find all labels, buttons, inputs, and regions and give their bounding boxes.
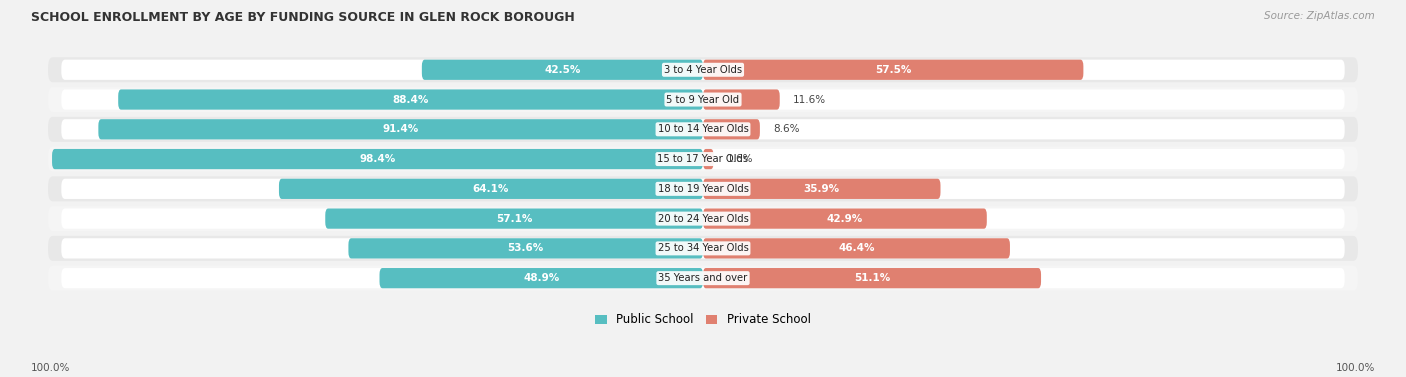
FancyBboxPatch shape (48, 236, 1358, 261)
FancyBboxPatch shape (703, 60, 1084, 80)
Text: 35 Years and over: 35 Years and over (658, 273, 748, 283)
FancyBboxPatch shape (48, 117, 1358, 142)
FancyBboxPatch shape (52, 149, 703, 169)
FancyBboxPatch shape (278, 179, 703, 199)
Text: 35.9%: 35.9% (804, 184, 839, 194)
Text: 100.0%: 100.0% (1336, 363, 1375, 373)
FancyBboxPatch shape (422, 60, 703, 80)
FancyBboxPatch shape (62, 149, 1344, 169)
FancyBboxPatch shape (62, 89, 1344, 110)
FancyBboxPatch shape (62, 208, 1344, 229)
FancyBboxPatch shape (703, 179, 941, 199)
Text: 57.5%: 57.5% (875, 65, 911, 75)
FancyBboxPatch shape (48, 57, 1358, 82)
FancyBboxPatch shape (703, 149, 714, 169)
FancyBboxPatch shape (703, 119, 759, 139)
Text: 18 to 19 Year Olds: 18 to 19 Year Olds (658, 184, 748, 194)
Text: 100.0%: 100.0% (31, 363, 70, 373)
Text: 25 to 34 Year Olds: 25 to 34 Year Olds (658, 244, 748, 253)
Text: SCHOOL ENROLLMENT BY AGE BY FUNDING SOURCE IN GLEN ROCK BOROUGH: SCHOOL ENROLLMENT BY AGE BY FUNDING SOUR… (31, 11, 575, 24)
Text: 57.1%: 57.1% (496, 214, 533, 224)
Text: 8.6%: 8.6% (773, 124, 800, 134)
FancyBboxPatch shape (62, 268, 1344, 288)
Text: 1.6%: 1.6% (727, 154, 754, 164)
Legend: Public School, Private School: Public School, Private School (591, 309, 815, 331)
Text: 51.1%: 51.1% (853, 273, 890, 283)
Text: 10 to 14 Year Olds: 10 to 14 Year Olds (658, 124, 748, 134)
Text: Source: ZipAtlas.com: Source: ZipAtlas.com (1264, 11, 1375, 21)
Text: 88.4%: 88.4% (392, 95, 429, 104)
Text: 64.1%: 64.1% (472, 184, 509, 194)
Text: 5 to 9 Year Old: 5 to 9 Year Old (666, 95, 740, 104)
FancyBboxPatch shape (349, 238, 703, 259)
Text: 11.6%: 11.6% (793, 95, 827, 104)
FancyBboxPatch shape (703, 238, 1010, 259)
Text: 91.4%: 91.4% (382, 124, 419, 134)
FancyBboxPatch shape (118, 89, 703, 110)
Text: 42.9%: 42.9% (827, 214, 863, 224)
FancyBboxPatch shape (62, 238, 1344, 259)
Text: 46.4%: 46.4% (838, 244, 875, 253)
Text: 48.9%: 48.9% (523, 273, 560, 283)
FancyBboxPatch shape (703, 208, 987, 229)
FancyBboxPatch shape (48, 176, 1358, 201)
FancyBboxPatch shape (380, 268, 703, 288)
Text: 20 to 24 Year Olds: 20 to 24 Year Olds (658, 214, 748, 224)
FancyBboxPatch shape (48, 266, 1358, 291)
FancyBboxPatch shape (62, 60, 1344, 80)
FancyBboxPatch shape (48, 206, 1358, 231)
Text: 53.6%: 53.6% (508, 244, 544, 253)
FancyBboxPatch shape (62, 179, 1344, 199)
FancyBboxPatch shape (98, 119, 703, 139)
FancyBboxPatch shape (62, 119, 1344, 139)
Text: 15 to 17 Year Olds: 15 to 17 Year Olds (658, 154, 748, 164)
FancyBboxPatch shape (48, 87, 1358, 112)
Text: 3 to 4 Year Olds: 3 to 4 Year Olds (664, 65, 742, 75)
Text: 42.5%: 42.5% (544, 65, 581, 75)
FancyBboxPatch shape (703, 89, 780, 110)
FancyBboxPatch shape (325, 208, 703, 229)
Text: 98.4%: 98.4% (360, 154, 395, 164)
FancyBboxPatch shape (48, 147, 1358, 172)
FancyBboxPatch shape (703, 268, 1040, 288)
